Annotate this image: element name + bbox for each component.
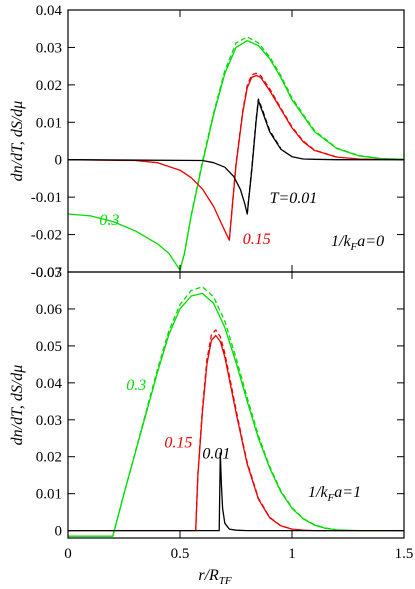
top-series-g_solid — [67, 40, 405, 271]
top-annotations: T=0.01 0.15 0.3 — [99, 190, 317, 248]
bot-annotation: 0.3 — [126, 377, 146, 394]
bottom-y-ticks: 0.07 0.06 0.05 0.04 0.03 0.02 0.01 0 — [36, 265, 404, 540]
x-axis-label: r/RTF — [198, 567, 232, 587]
top-ytick-label: 0.02 — [36, 78, 62, 94]
top-series-k_dash — [246, 98, 282, 215]
bot-ytick-label: 0.01 — [36, 487, 62, 503]
bot-ytick-label: 0.07 — [36, 265, 63, 281]
top-x-ticks — [67, 10, 405, 272]
bottom-plot-frame — [67, 271, 405, 539]
top-annotation: T=0.01 — [270, 190, 318, 207]
top-ytick-label: -0.01 — [31, 190, 62, 206]
xtick-label: 1.5 — [395, 546, 414, 562]
top-ytick-label: -0.03 — [31, 265, 62, 281]
bottom-panel: 0.07 0.06 0.05 0.04 0.03 0.02 0.01 0 0 0.5 1 1.5 0… — [9, 265, 413, 587]
xtick-label: 0 — [64, 546, 72, 562]
bottom-curves — [68, 286, 404, 537]
top-plot-frame — [67, 9, 405, 273]
bot-annotation: 0.01 — [202, 446, 230, 463]
bot-ytick-label: 0.06 — [36, 302, 63, 318]
top-ytick-label: 0.03 — [36, 40, 62, 56]
bot-annotation: 0.15 — [164, 434, 192, 451]
top-y-ticks: 0.04 0.03 0.02 0.01 0 -0.01 -0.02 -0.03 — [31, 3, 404, 281]
bot-series-k_solid — [68, 452, 404, 532]
bot-series-r_dash — [195, 329, 293, 531]
bot-ytick-label: 0.04 — [36, 376, 63, 392]
xtick-label: 0.5 — [171, 546, 190, 562]
bot-ytick-label: 0.02 — [36, 450, 62, 466]
top-panel: 0.040.030.020.010-0.01-0.02-0.03 T=0.010… — [9, 3, 405, 281]
top-curves — [67, 36, 405, 271]
top-series-k_solid — [67, 99, 404, 215]
bottom-x-ticks: 0 0.5 1 1.5 — [64, 272, 413, 562]
top-series-r_dash — [228, 72, 337, 241]
top-ytick-label: 0.04 — [36, 3, 63, 19]
top-annotation: 0.3 — [99, 212, 119, 229]
bot-ytick-label: 0 — [55, 524, 63, 540]
top-panel-label: 1/kFa=0 — [331, 233, 384, 253]
top-series-g_dash — [179, 36, 405, 271]
top-ytick-label: -0.02 — [31, 228, 62, 244]
bottom-annotations: 0.3 0.15 0.01 — [126, 377, 230, 462]
bot-ytick-label: 0.03 — [36, 413, 62, 429]
bot-series-g_dash — [112, 286, 337, 537]
bot-ytick-label: 0.05 — [36, 339, 62, 355]
top-ytick-label: 0 — [55, 153, 63, 169]
xtick-label: 1 — [288, 546, 296, 562]
bottom-panel-label: 1/kFa=1 — [308, 484, 361, 504]
bottom-y-axis-label: dn/dT, dS/dμ — [9, 365, 26, 446]
top-ytick-label: 0.01 — [36, 115, 62, 131]
top-annotation: 0.15 — [243, 231, 271, 248]
top-y-axis-label: dn/dT, dS/dμ — [9, 101, 26, 182]
